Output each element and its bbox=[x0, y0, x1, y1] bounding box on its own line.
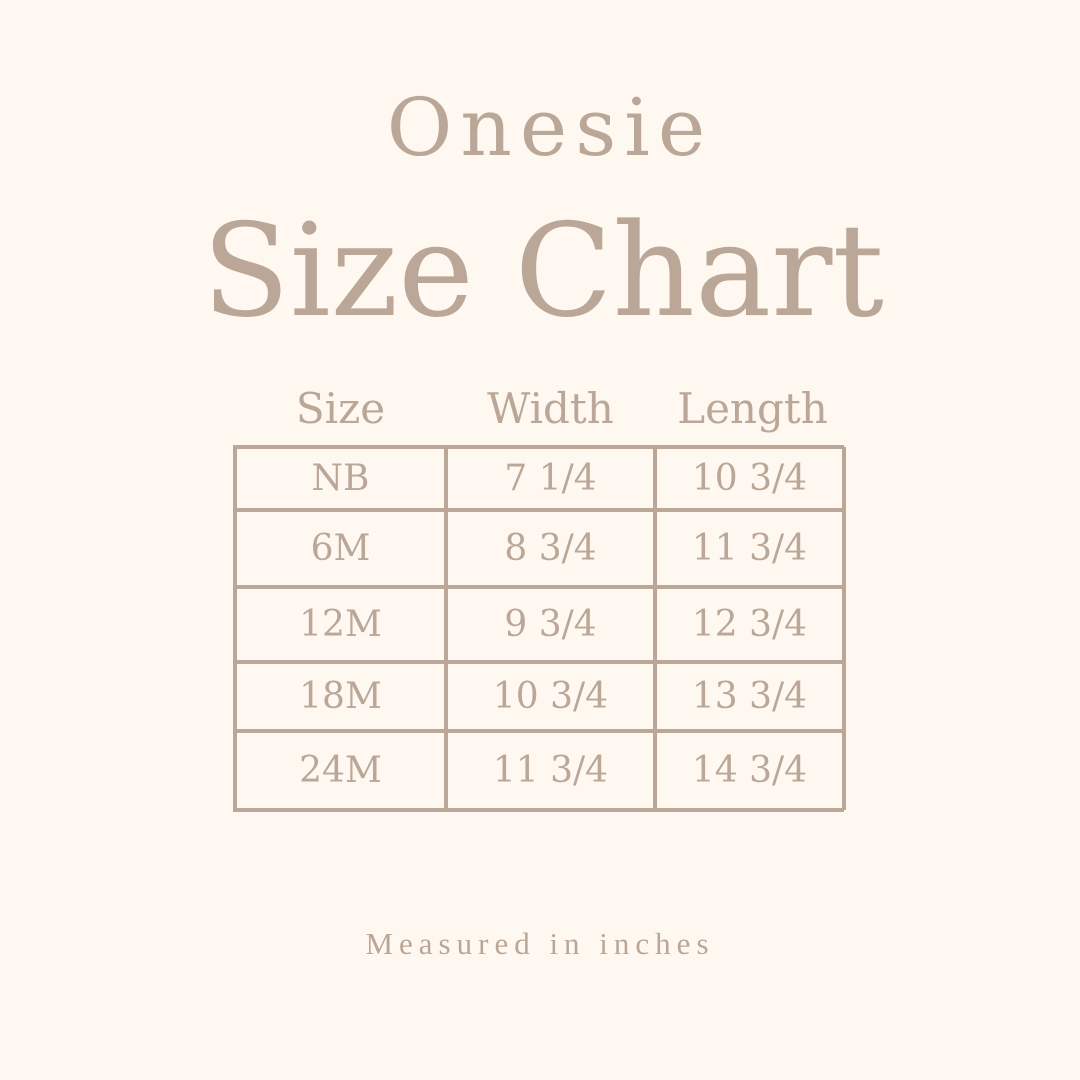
length-cell: 10 3/4 bbox=[691, 458, 808, 499]
size-cell: NB bbox=[311, 458, 370, 499]
page-title: Size Chart bbox=[202, 197, 884, 346]
size-cell: 18M bbox=[299, 676, 382, 717]
column-divider bbox=[444, 447, 448, 810]
product-name: Onesie bbox=[386, 81, 714, 174]
size-table: NB 7 1/4 10 3/4 6M 8 3/4 11 3/4 12M 9 3/4 12 3/4… bbox=[233, 445, 846, 812]
column-header-size: Size bbox=[295, 384, 386, 433]
row-divider bbox=[233, 808, 844, 812]
width-cell: 7 1/4 bbox=[504, 458, 597, 499]
column-divider bbox=[842, 447, 846, 810]
length-cell: 14 3/4 bbox=[691, 750, 808, 791]
size-cell: 24M bbox=[299, 750, 382, 791]
column-divider bbox=[653, 447, 657, 810]
column-divider bbox=[233, 447, 237, 810]
column-header-length: Length bbox=[677, 384, 828, 433]
width-cell: 9 3/4 bbox=[504, 604, 597, 645]
row-divider bbox=[233, 660, 844, 664]
width-cell: 11 3/4 bbox=[492, 750, 609, 791]
length-cell: 13 3/4 bbox=[691, 676, 808, 717]
row-divider bbox=[233, 508, 844, 512]
row-divider bbox=[233, 729, 844, 733]
row-divider bbox=[233, 585, 844, 589]
measurement-note: Measured in inches bbox=[365, 926, 715, 961]
size-cell: 12M bbox=[299, 604, 382, 645]
length-cell: 12 3/4 bbox=[691, 604, 808, 645]
row-divider bbox=[233, 445, 844, 449]
width-cell: 10 3/4 bbox=[492, 676, 609, 717]
length-cell: 11 3/4 bbox=[691, 528, 808, 569]
size-cell: 6M bbox=[310, 528, 371, 569]
width-cell: 8 3/4 bbox=[504, 528, 597, 569]
column-header-width: Width bbox=[487, 384, 614, 433]
